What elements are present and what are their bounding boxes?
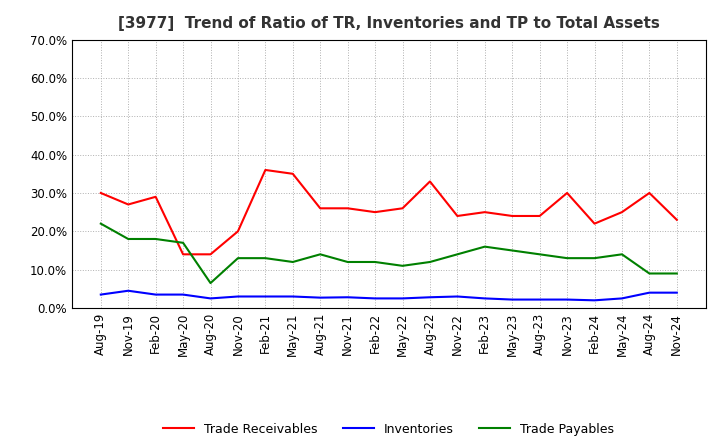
Trade Receivables bbox=[480, 209, 489, 215]
Inventories bbox=[206, 296, 215, 301]
Trade Payables bbox=[233, 256, 242, 261]
Trade Receivables bbox=[124, 202, 132, 207]
Trade Payables bbox=[618, 252, 626, 257]
Trade Payables bbox=[371, 259, 379, 264]
Inventories bbox=[289, 294, 297, 299]
Inventories bbox=[261, 294, 270, 299]
Inventories bbox=[536, 297, 544, 302]
Trade Receivables bbox=[645, 191, 654, 196]
Trade Receivables bbox=[96, 191, 105, 196]
Inventories bbox=[508, 297, 516, 302]
Trade Receivables bbox=[508, 213, 516, 219]
Trade Payables bbox=[453, 252, 462, 257]
Trade Receivables bbox=[672, 217, 681, 223]
Line: Trade Payables: Trade Payables bbox=[101, 224, 677, 283]
Trade Payables bbox=[96, 221, 105, 226]
Trade Payables bbox=[645, 271, 654, 276]
Trade Payables bbox=[536, 252, 544, 257]
Trade Receivables bbox=[398, 205, 407, 211]
Trade Payables bbox=[672, 271, 681, 276]
Trade Payables bbox=[508, 248, 516, 253]
Trade Payables bbox=[426, 259, 434, 264]
Inventories bbox=[563, 297, 572, 302]
Trade Receivables bbox=[206, 252, 215, 257]
Trade Receivables bbox=[618, 209, 626, 215]
Title: [3977]  Trend of Ratio of TR, Inventories and TP to Total Assets: [3977] Trend of Ratio of TR, Inventories… bbox=[118, 16, 660, 32]
Inventories bbox=[124, 288, 132, 293]
Trade Payables bbox=[480, 244, 489, 249]
Trade Receivables bbox=[261, 167, 270, 172]
Inventories bbox=[672, 290, 681, 295]
Inventories bbox=[618, 296, 626, 301]
Inventories bbox=[343, 295, 352, 300]
Line: Inventories: Inventories bbox=[101, 291, 677, 301]
Trade Receivables bbox=[233, 229, 242, 234]
Inventories bbox=[233, 294, 242, 299]
Inventories bbox=[645, 290, 654, 295]
Trade Payables bbox=[261, 256, 270, 261]
Inventories bbox=[371, 296, 379, 301]
Trade Payables bbox=[206, 280, 215, 286]
Inventories bbox=[151, 292, 160, 297]
Inventories bbox=[316, 295, 325, 300]
Trade Receivables bbox=[563, 191, 572, 196]
Trade Payables bbox=[563, 256, 572, 261]
Trade Payables bbox=[289, 259, 297, 264]
Trade Receivables bbox=[536, 213, 544, 219]
Inventories bbox=[179, 292, 187, 297]
Trade Payables bbox=[151, 236, 160, 242]
Trade Receivables bbox=[453, 213, 462, 219]
Trade Payables bbox=[343, 259, 352, 264]
Trade Receivables bbox=[151, 194, 160, 199]
Trade Payables bbox=[124, 236, 132, 242]
Trade Payables bbox=[590, 256, 599, 261]
Trade Receivables bbox=[179, 252, 187, 257]
Trade Receivables bbox=[426, 179, 434, 184]
Trade Receivables bbox=[316, 205, 325, 211]
Inventories bbox=[398, 296, 407, 301]
Inventories bbox=[453, 294, 462, 299]
Trade Receivables bbox=[343, 205, 352, 211]
Trade Receivables bbox=[590, 221, 599, 226]
Trade Receivables bbox=[371, 209, 379, 215]
Inventories bbox=[426, 295, 434, 300]
Inventories bbox=[480, 296, 489, 301]
Line: Trade Receivables: Trade Receivables bbox=[101, 170, 677, 254]
Trade Receivables bbox=[289, 171, 297, 176]
Inventories bbox=[590, 298, 599, 303]
Trade Payables bbox=[316, 252, 325, 257]
Inventories bbox=[96, 292, 105, 297]
Legend: Trade Receivables, Inventories, Trade Payables: Trade Receivables, Inventories, Trade Pa… bbox=[158, 418, 619, 440]
Trade Payables bbox=[398, 263, 407, 268]
Trade Payables bbox=[179, 240, 187, 246]
